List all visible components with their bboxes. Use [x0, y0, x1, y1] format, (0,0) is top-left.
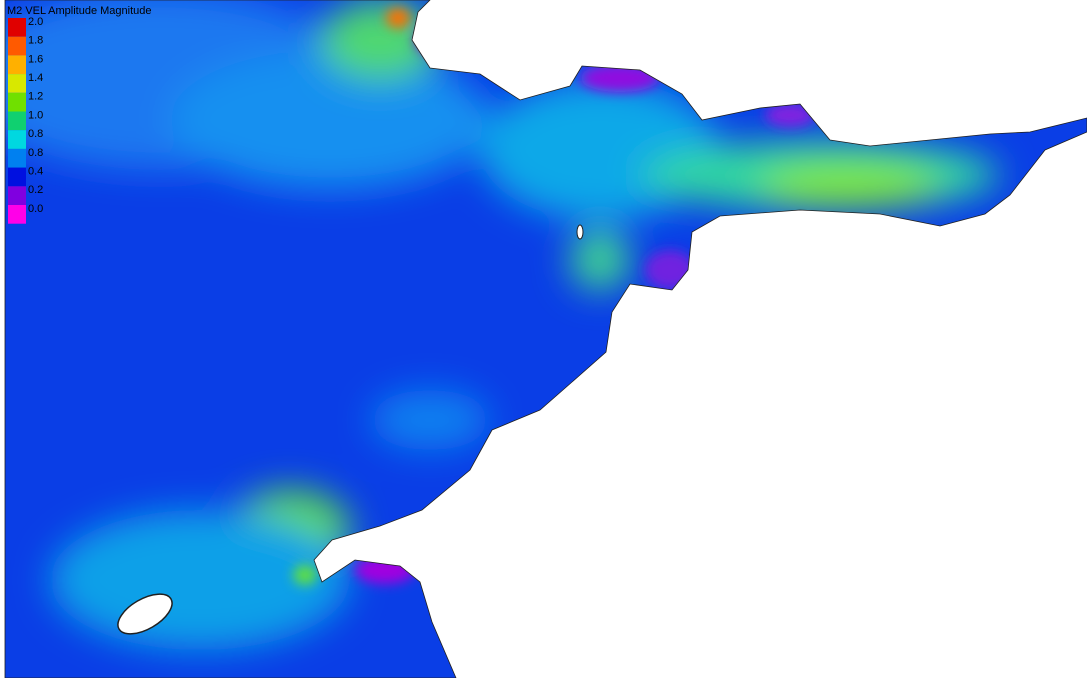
legend-swatch [8, 55, 26, 74]
legend-label: 0.2 [28, 184, 43, 196]
legend-swatch [8, 149, 26, 168]
legend-label: 0.4 [28, 166, 43, 178]
legend-label: 1.8 [28, 35, 43, 47]
legend-label: 1.6 [28, 53, 43, 65]
legend-swatch [8, 130, 26, 149]
legend-label: 1.2 [28, 91, 43, 103]
map-view: M2 VEL Amplitude Magnitude 2.01.81.61.41… [0, 0, 1087, 678]
legend-swatch [8, 205, 26, 224]
legend-swatch [8, 168, 26, 187]
legend-swatch [8, 18, 26, 37]
velocity-field [0, 0, 1087, 678]
legend-label: 2.0 [28, 16, 43, 28]
legend-label: 0.0 [28, 203, 43, 215]
legend-swatch [8, 74, 26, 93]
legend-label: 0.8 [28, 128, 43, 140]
island [577, 225, 583, 239]
legend-swatch [8, 112, 26, 131]
legend-label: 1.0 [28, 109, 43, 121]
legend-swatch [8, 93, 26, 112]
legend-label: 1.4 [28, 72, 43, 84]
legend-swatch [8, 186, 26, 205]
legend-label: 0.8 [28, 147, 43, 159]
legend-swatch [8, 37, 26, 56]
